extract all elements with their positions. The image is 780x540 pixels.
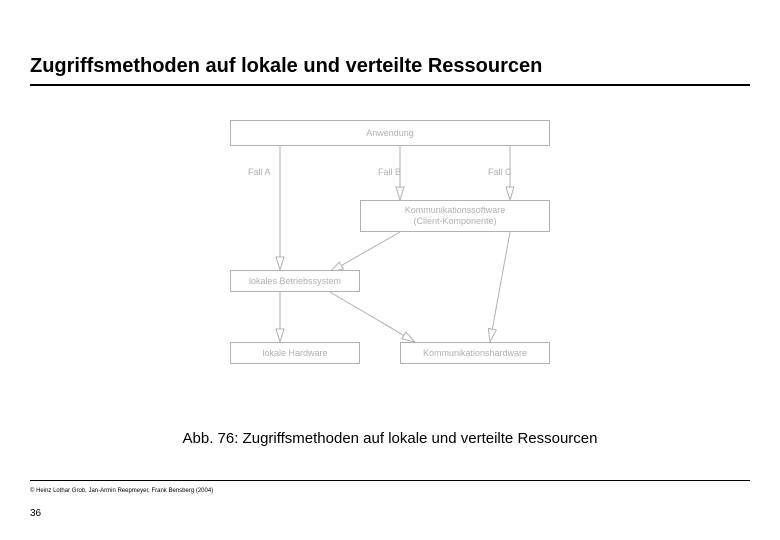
node-anwendung: Anwendung xyxy=(230,120,550,146)
figure-caption: Abb. 76: Zugriffsmethoden auf lokale und… xyxy=(0,430,780,447)
node-lokhw: lokale Hardware xyxy=(230,342,360,364)
slide: { "title": "Zugriffsmethoden auf lokale … xyxy=(0,0,780,540)
node-lokos: lokales Betriebssystem xyxy=(230,270,360,292)
copyright-text: © Heinz Lothar Grob, Jan-Armin Reepmeyer… xyxy=(30,488,213,494)
node-komsoft: Kommunikationssoftware(Client-Komponente… xyxy=(360,200,550,232)
case-label-0: Fall A xyxy=(248,167,271,177)
case-label-1: Fall B xyxy=(378,167,401,177)
case-label-2: Fall C xyxy=(488,167,512,177)
footer-divider xyxy=(30,480,750,481)
page-number: 36 xyxy=(30,508,41,519)
page-title: Zugriffsmethoden auf lokale und verteilt… xyxy=(30,55,750,86)
arrows-layer xyxy=(200,115,580,415)
flow-diagram: Anwendung Kommunikationssoftware(Client-K… xyxy=(200,115,580,415)
node-komhw: Kommunikationshardware xyxy=(400,342,550,364)
